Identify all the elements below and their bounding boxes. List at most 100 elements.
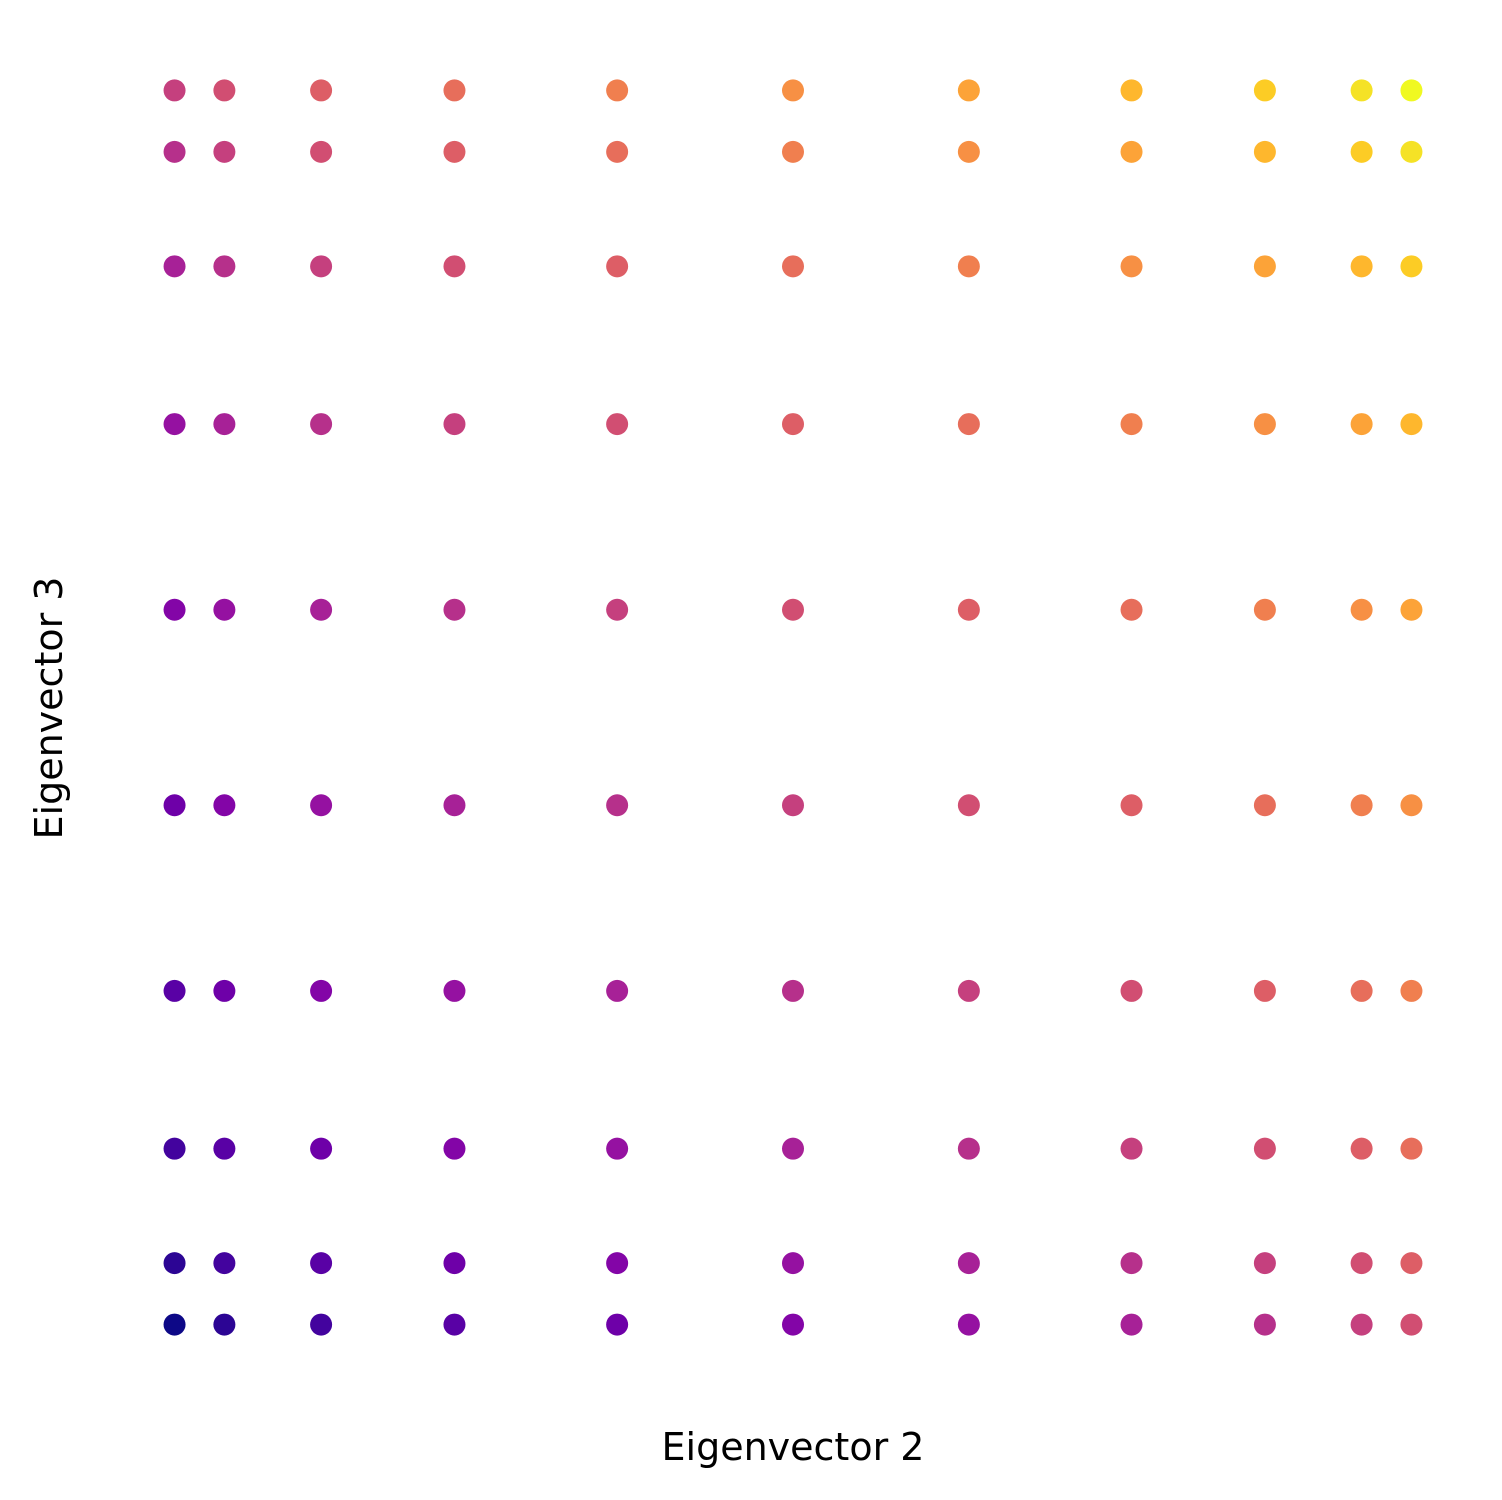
point <box>1400 140 1423 163</box>
point <box>310 79 333 102</box>
point <box>957 1252 980 1275</box>
point <box>163 979 186 1002</box>
point <box>1120 979 1143 1002</box>
point <box>1350 1252 1373 1275</box>
y-axis-label: Eigenvector 3 <box>27 577 71 840</box>
point <box>957 79 980 102</box>
point <box>782 1313 804 1336</box>
point <box>1253 1313 1276 1336</box>
point <box>443 413 466 436</box>
point <box>957 598 980 621</box>
point <box>1120 598 1143 621</box>
point <box>1400 1313 1423 1336</box>
point <box>957 255 980 278</box>
point <box>1400 979 1423 1002</box>
point <box>1350 598 1373 621</box>
point <box>606 79 629 102</box>
point <box>1253 79 1276 102</box>
point <box>1350 794 1373 817</box>
point <box>163 1252 186 1275</box>
point <box>606 255 629 278</box>
point <box>163 413 186 436</box>
point <box>606 1137 629 1160</box>
point <box>443 1137 466 1160</box>
point <box>782 794 804 817</box>
point <box>310 598 333 621</box>
point <box>1400 1137 1423 1160</box>
point <box>1253 794 1276 817</box>
point <box>606 413 629 436</box>
point <box>1120 413 1143 436</box>
point <box>1350 1137 1373 1160</box>
point <box>1253 1252 1276 1275</box>
point <box>782 979 804 1002</box>
point <box>213 794 236 817</box>
point <box>782 255 804 278</box>
point <box>1253 255 1276 278</box>
point <box>606 794 629 817</box>
point <box>1253 1137 1276 1160</box>
point <box>213 413 236 436</box>
point <box>213 1137 236 1160</box>
point <box>213 79 236 102</box>
point <box>782 413 804 436</box>
point <box>1253 598 1276 621</box>
point <box>1400 255 1423 278</box>
point <box>310 1137 333 1160</box>
point <box>957 1137 980 1160</box>
point <box>213 1252 236 1275</box>
point <box>957 140 980 163</box>
point <box>163 255 186 278</box>
point <box>782 79 804 102</box>
point <box>163 140 186 163</box>
point <box>1120 1137 1143 1160</box>
point <box>443 140 466 163</box>
point <box>163 79 186 102</box>
point <box>1350 413 1373 436</box>
point <box>1350 140 1373 163</box>
point <box>213 979 236 1002</box>
point <box>213 255 236 278</box>
point <box>957 413 980 436</box>
point <box>1120 1313 1143 1336</box>
point <box>1400 598 1423 621</box>
point <box>213 598 236 621</box>
point <box>782 140 804 163</box>
point <box>310 794 333 817</box>
point <box>443 1252 466 1275</box>
point <box>1253 413 1276 436</box>
point <box>310 413 333 436</box>
point <box>213 1313 236 1336</box>
point <box>1120 255 1143 278</box>
point <box>1400 794 1423 817</box>
point <box>782 1137 804 1160</box>
point <box>606 1252 629 1275</box>
point <box>782 1252 804 1275</box>
point <box>606 598 629 621</box>
point <box>443 1313 466 1336</box>
point <box>163 794 186 817</box>
point <box>1400 79 1423 102</box>
point <box>1350 979 1373 1002</box>
x-axis-label: Eigenvector 2 <box>662 1425 925 1469</box>
point <box>1350 79 1373 102</box>
point <box>163 598 186 621</box>
point <box>1350 1313 1373 1336</box>
point <box>443 598 466 621</box>
point <box>957 794 980 817</box>
point <box>443 794 466 817</box>
point <box>957 979 980 1002</box>
point <box>1400 413 1423 436</box>
point <box>1120 140 1143 163</box>
point <box>1120 1252 1143 1275</box>
point <box>310 255 333 278</box>
point <box>310 979 333 1002</box>
point <box>443 79 466 102</box>
point <box>443 979 466 1002</box>
point <box>606 140 629 163</box>
point <box>1350 255 1373 278</box>
point <box>606 1313 629 1336</box>
point <box>310 1313 333 1336</box>
point <box>782 598 804 621</box>
